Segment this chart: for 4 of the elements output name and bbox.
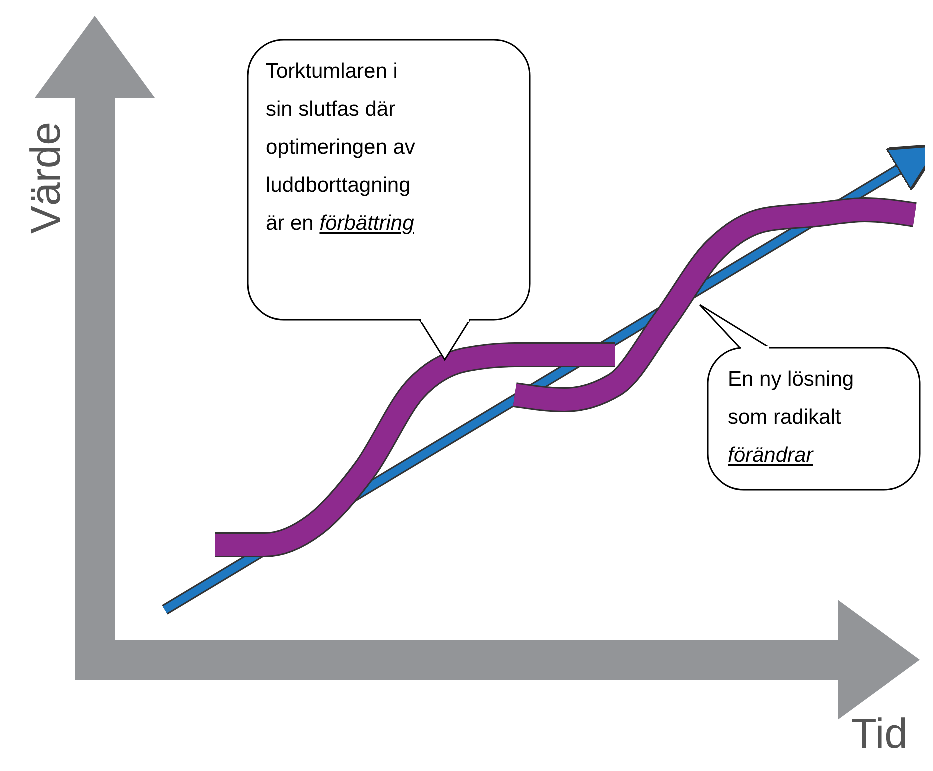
- x-axis-title: Tid: [851, 710, 908, 757]
- annotation: En ny lösning som radikalt förändrar: [728, 368, 854, 467]
- y-axis-title: Värde: [22, 122, 69, 234]
- annotation: Torktumlaren i sin slutfas där optimeringen av luddborttagning är en förbättring: [266, 60, 416, 235]
